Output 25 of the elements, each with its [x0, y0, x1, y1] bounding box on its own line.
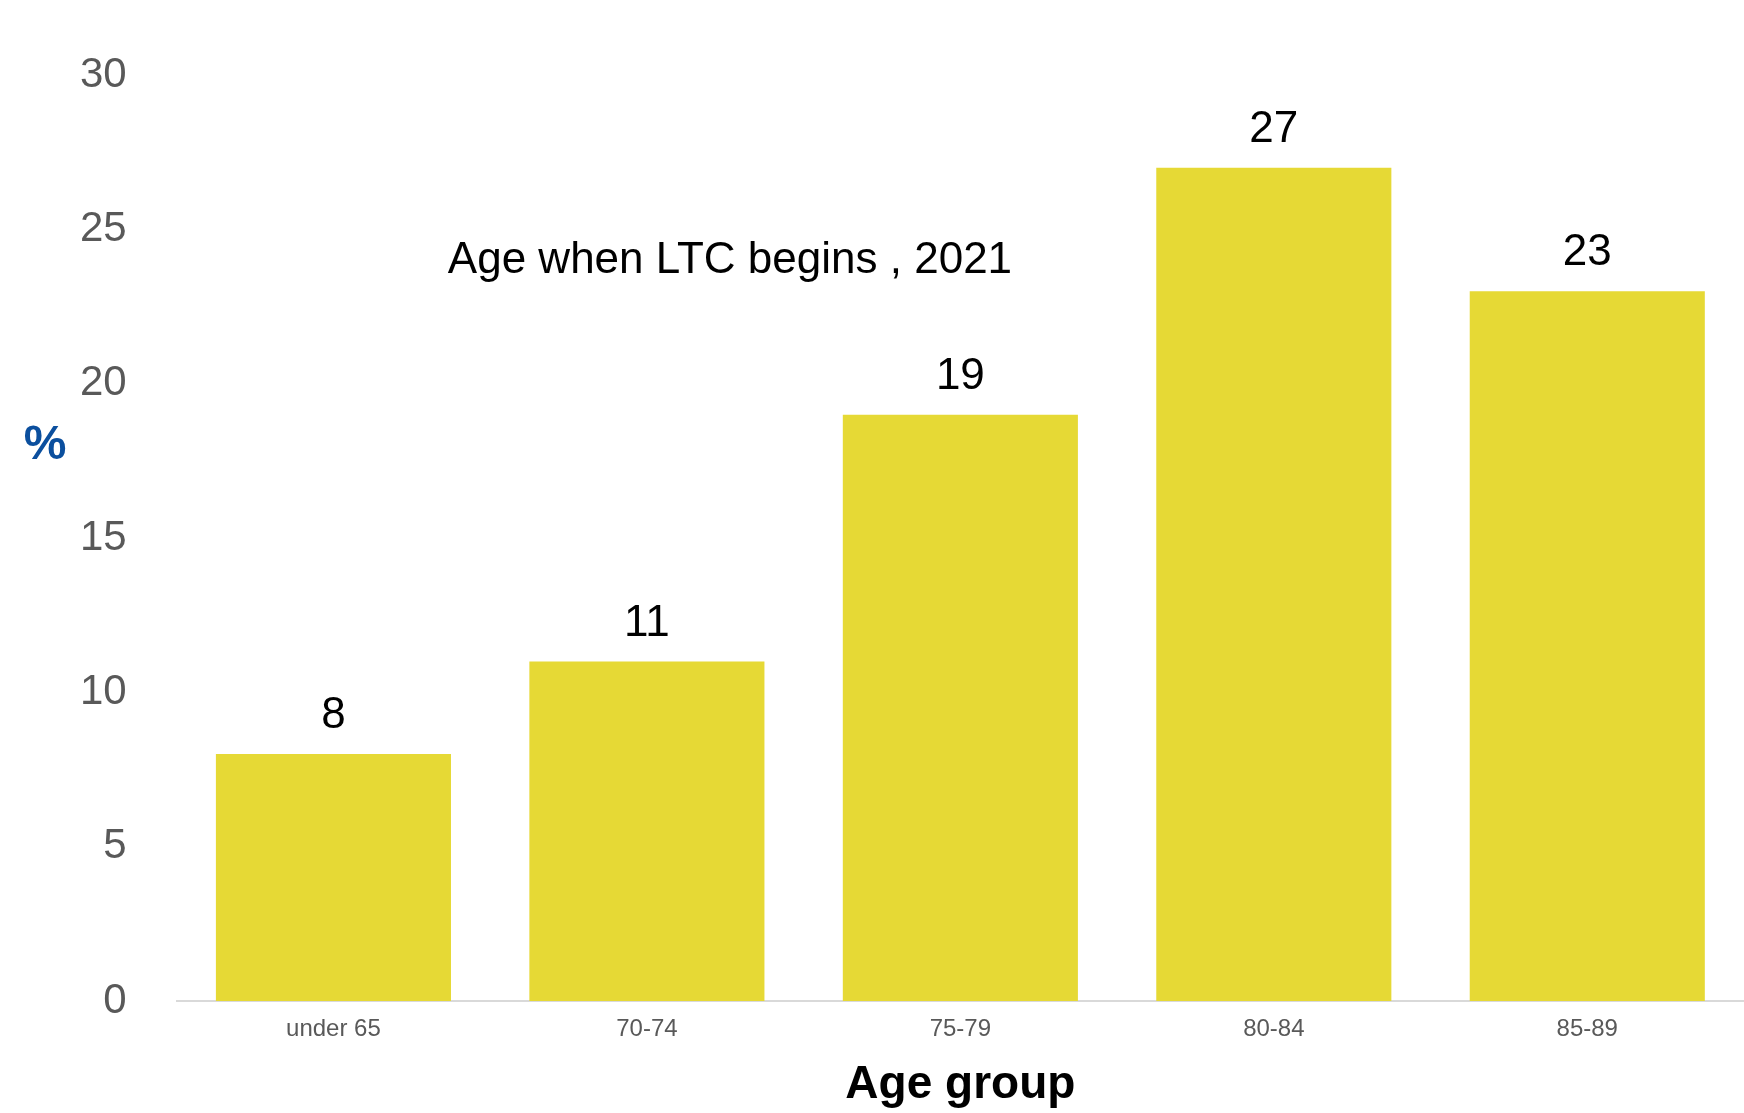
data-label: 23 [1562, 225, 1612, 275]
y-tick-label: 0 [103, 974, 127, 1022]
y-tick-label: 25 [80, 203, 127, 251]
y-tick-label: 5 [103, 820, 127, 868]
bar [215, 754, 451, 1001]
y-tick-label: 15 [80, 511, 127, 559]
bar [1156, 167, 1392, 1001]
x-tick-label: under 65 [286, 1014, 381, 1042]
x-tick-label: 70-74 [616, 1014, 678, 1042]
bar [529, 661, 765, 1001]
y-tick-label: 20 [80, 357, 127, 405]
bar [1469, 291, 1705, 1001]
x-tick-label: 80-84 [1243, 1014, 1305, 1042]
data-label: 11 [624, 595, 670, 645]
text: Age when LTC begins , 2021 [447, 232, 1013, 282]
y-axis-title: % [23, 415, 67, 469]
bar [842, 414, 1078, 1001]
x-tick-label: 85-89 [1556, 1014, 1618, 1042]
data-label: 8 [321, 688, 346, 738]
x-axis-title: Age group [845, 1056, 1076, 1109]
data-label: 19 [935, 348, 985, 398]
y-tick-label: 30 [80, 48, 127, 96]
data-label: 27 [1249, 101, 1299, 151]
x-tick-label: 75-79 [929, 1014, 992, 1042]
y-tick-label: 10 [80, 665, 127, 713]
